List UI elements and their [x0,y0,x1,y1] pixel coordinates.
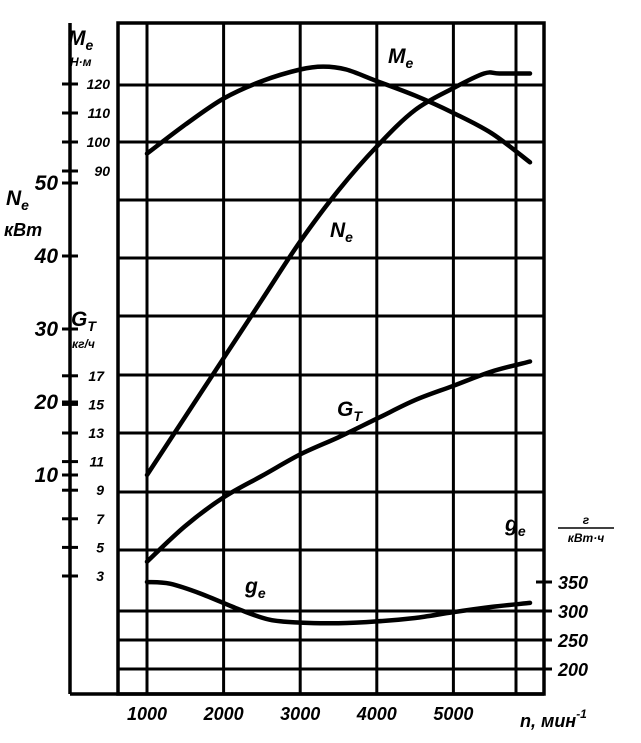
ge-tick-label: 350 [558,573,588,593]
series-line-ne [144,70,533,478]
series-line-ge [144,579,533,626]
x-tick-label: 5000 [433,704,473,724]
x-axis-label: n, мин-1 [520,707,587,731]
plot-frame [116,21,546,696]
series-curves [144,64,533,626]
series-label-ne: Ne [330,219,353,245]
series-label-me: Me [388,45,414,71]
x-tick-label: 2000 [203,704,244,724]
ne-tick-label: 20 [34,391,59,414]
gt-tick-label: 7 [96,511,105,527]
gt-tick-label: 5 [96,539,104,555]
axes [68,21,546,696]
ne-tick-label: 10 [35,464,59,487]
ne-tick-label: 50 [35,172,59,195]
gt-tick-label: 15 [88,396,104,412]
me-tick-label: 90 [94,163,110,179]
ge-axis-unit-numerator: г [583,513,590,527]
x-tick-label: 4000 [356,704,397,724]
series-label-ge: ge [244,575,266,601]
gt-tick-label: 3 [96,568,104,584]
gt-axis-unit: кг/ч [72,337,95,351]
ge-axis-unit-denominator: кВт·ч [568,531,604,545]
me-tick-label: 100 [87,134,111,150]
ge-tick-label: 200 [557,660,588,680]
ge-axis-label: ge [504,513,526,539]
gt-tick-label: 11 [89,454,104,470]
ne-axis-label: Ne [6,187,29,213]
ne-tick-label: 30 [35,318,59,341]
me-tick-label: 120 [87,76,111,92]
ge-tick-label: 250 [557,631,588,651]
series-line-me [144,64,533,165]
tick-labels: 1000 2000 3000 4000 5000 90 100 110 120 10 20 30 40 5… [34,76,588,724]
me-tick-label: 110 [88,105,111,121]
gt-axis-label: GT [71,308,97,334]
me-axis-unit: Н·м [70,55,92,69]
series-line-gt [144,359,533,564]
gt-tick-label: 13 [88,425,104,441]
gt-tick-label: 9 [96,482,104,498]
x-tick-label: 1000 [127,704,167,724]
series-label-gt: GT [337,398,363,424]
gt-tick-label: 17 [88,368,105,384]
x-tick-label: 3000 [280,704,320,724]
ne-axis-unit: кВт [4,220,42,240]
grid [118,23,544,694]
me-axis-label: Me [68,27,94,53]
ne-tick-label: 40 [34,245,59,268]
ge-tick-label: 300 [558,602,588,622]
